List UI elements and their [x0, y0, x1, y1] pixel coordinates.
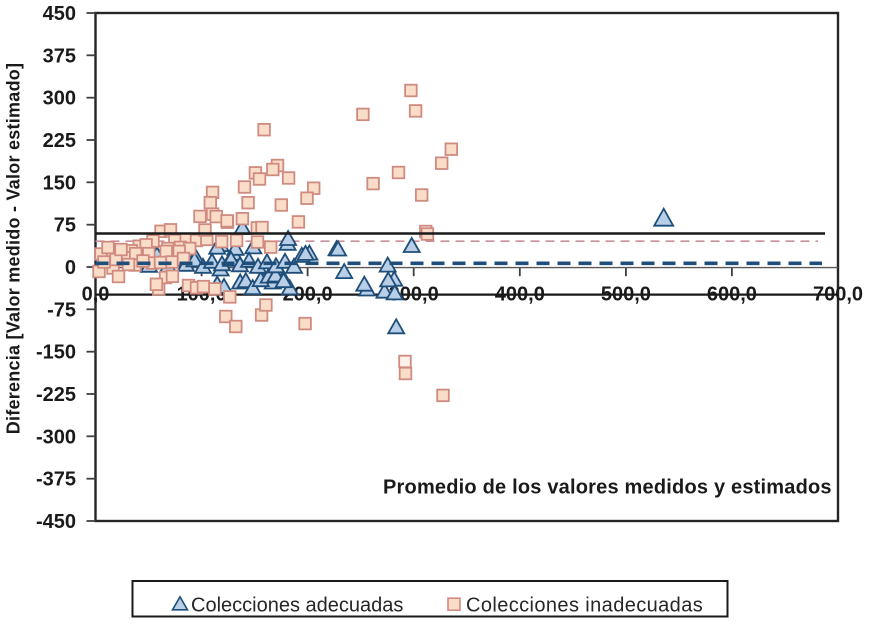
svg-text:0: 0 [65, 257, 76, 279]
svg-text:375: 375 [43, 45, 76, 67]
svg-text:300: 300 [43, 88, 76, 110]
svg-text:-225: -225 [36, 384, 76, 406]
svg-text:150: 150 [43, 172, 76, 194]
svg-text:Diferencia [Valor medido - Val: Diferencia [Valor medido - Valor estimad… [4, 63, 24, 435]
svg-text:-375: -375 [36, 469, 76, 491]
svg-text:-75: -75 [47, 299, 76, 321]
svg-text:Promedio de los valores medido: Promedio de los valores medidos y estima… [383, 477, 832, 499]
svg-text:-150: -150 [36, 342, 76, 364]
svg-text:-300: -300 [36, 426, 76, 448]
svg-text:450: 450 [43, 3, 76, 25]
svg-text:Colecciones inadecuadas: Colecciones inadecuadas [466, 594, 703, 616]
svg-text:-450: -450 [36, 511, 76, 533]
svg-text:75: 75 [54, 215, 76, 237]
svg-text:225: 225 [43, 130, 76, 152]
svg-text:Colecciones adecuadas: Colecciones adecuadas [191, 594, 403, 616]
